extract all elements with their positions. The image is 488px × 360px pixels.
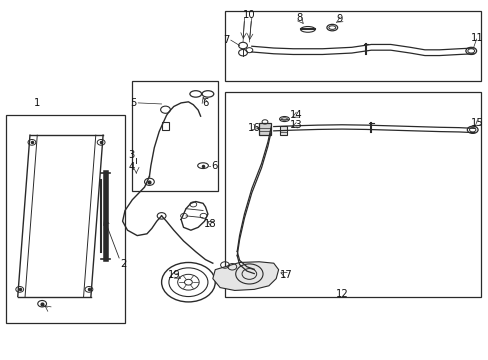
Text: 1: 1 [34,98,41,108]
Bar [259,123,270,135]
Text: 3: 3 [128,150,134,160]
Bar [224,12,480,81]
Bar [5,116,125,323]
Text: 14: 14 [290,111,303,121]
Text: 4: 4 [128,162,134,172]
Text: 17: 17 [279,270,292,280]
Bar [224,92,480,297]
Text: 2: 2 [120,259,126,269]
Bar [161,122,169,130]
Text: 6: 6 [211,161,217,171]
Text: 12: 12 [335,289,347,299]
Text: 7: 7 [223,35,229,45]
Text: 13: 13 [290,121,303,130]
Text: 10: 10 [243,10,255,20]
Bar [279,126,287,135]
Text: 5: 5 [130,98,136,108]
Text: 19: 19 [167,270,180,280]
Text: 15: 15 [470,118,483,128]
Text: 6: 6 [202,98,208,108]
Text: 18: 18 [203,219,216,229]
Polygon shape [212,262,278,291]
Text: 8: 8 [296,13,302,23]
Text: 16: 16 [247,123,260,132]
Text: 9: 9 [336,14,342,24]
Bar [132,81,217,191]
Text: 11: 11 [470,33,483,43]
